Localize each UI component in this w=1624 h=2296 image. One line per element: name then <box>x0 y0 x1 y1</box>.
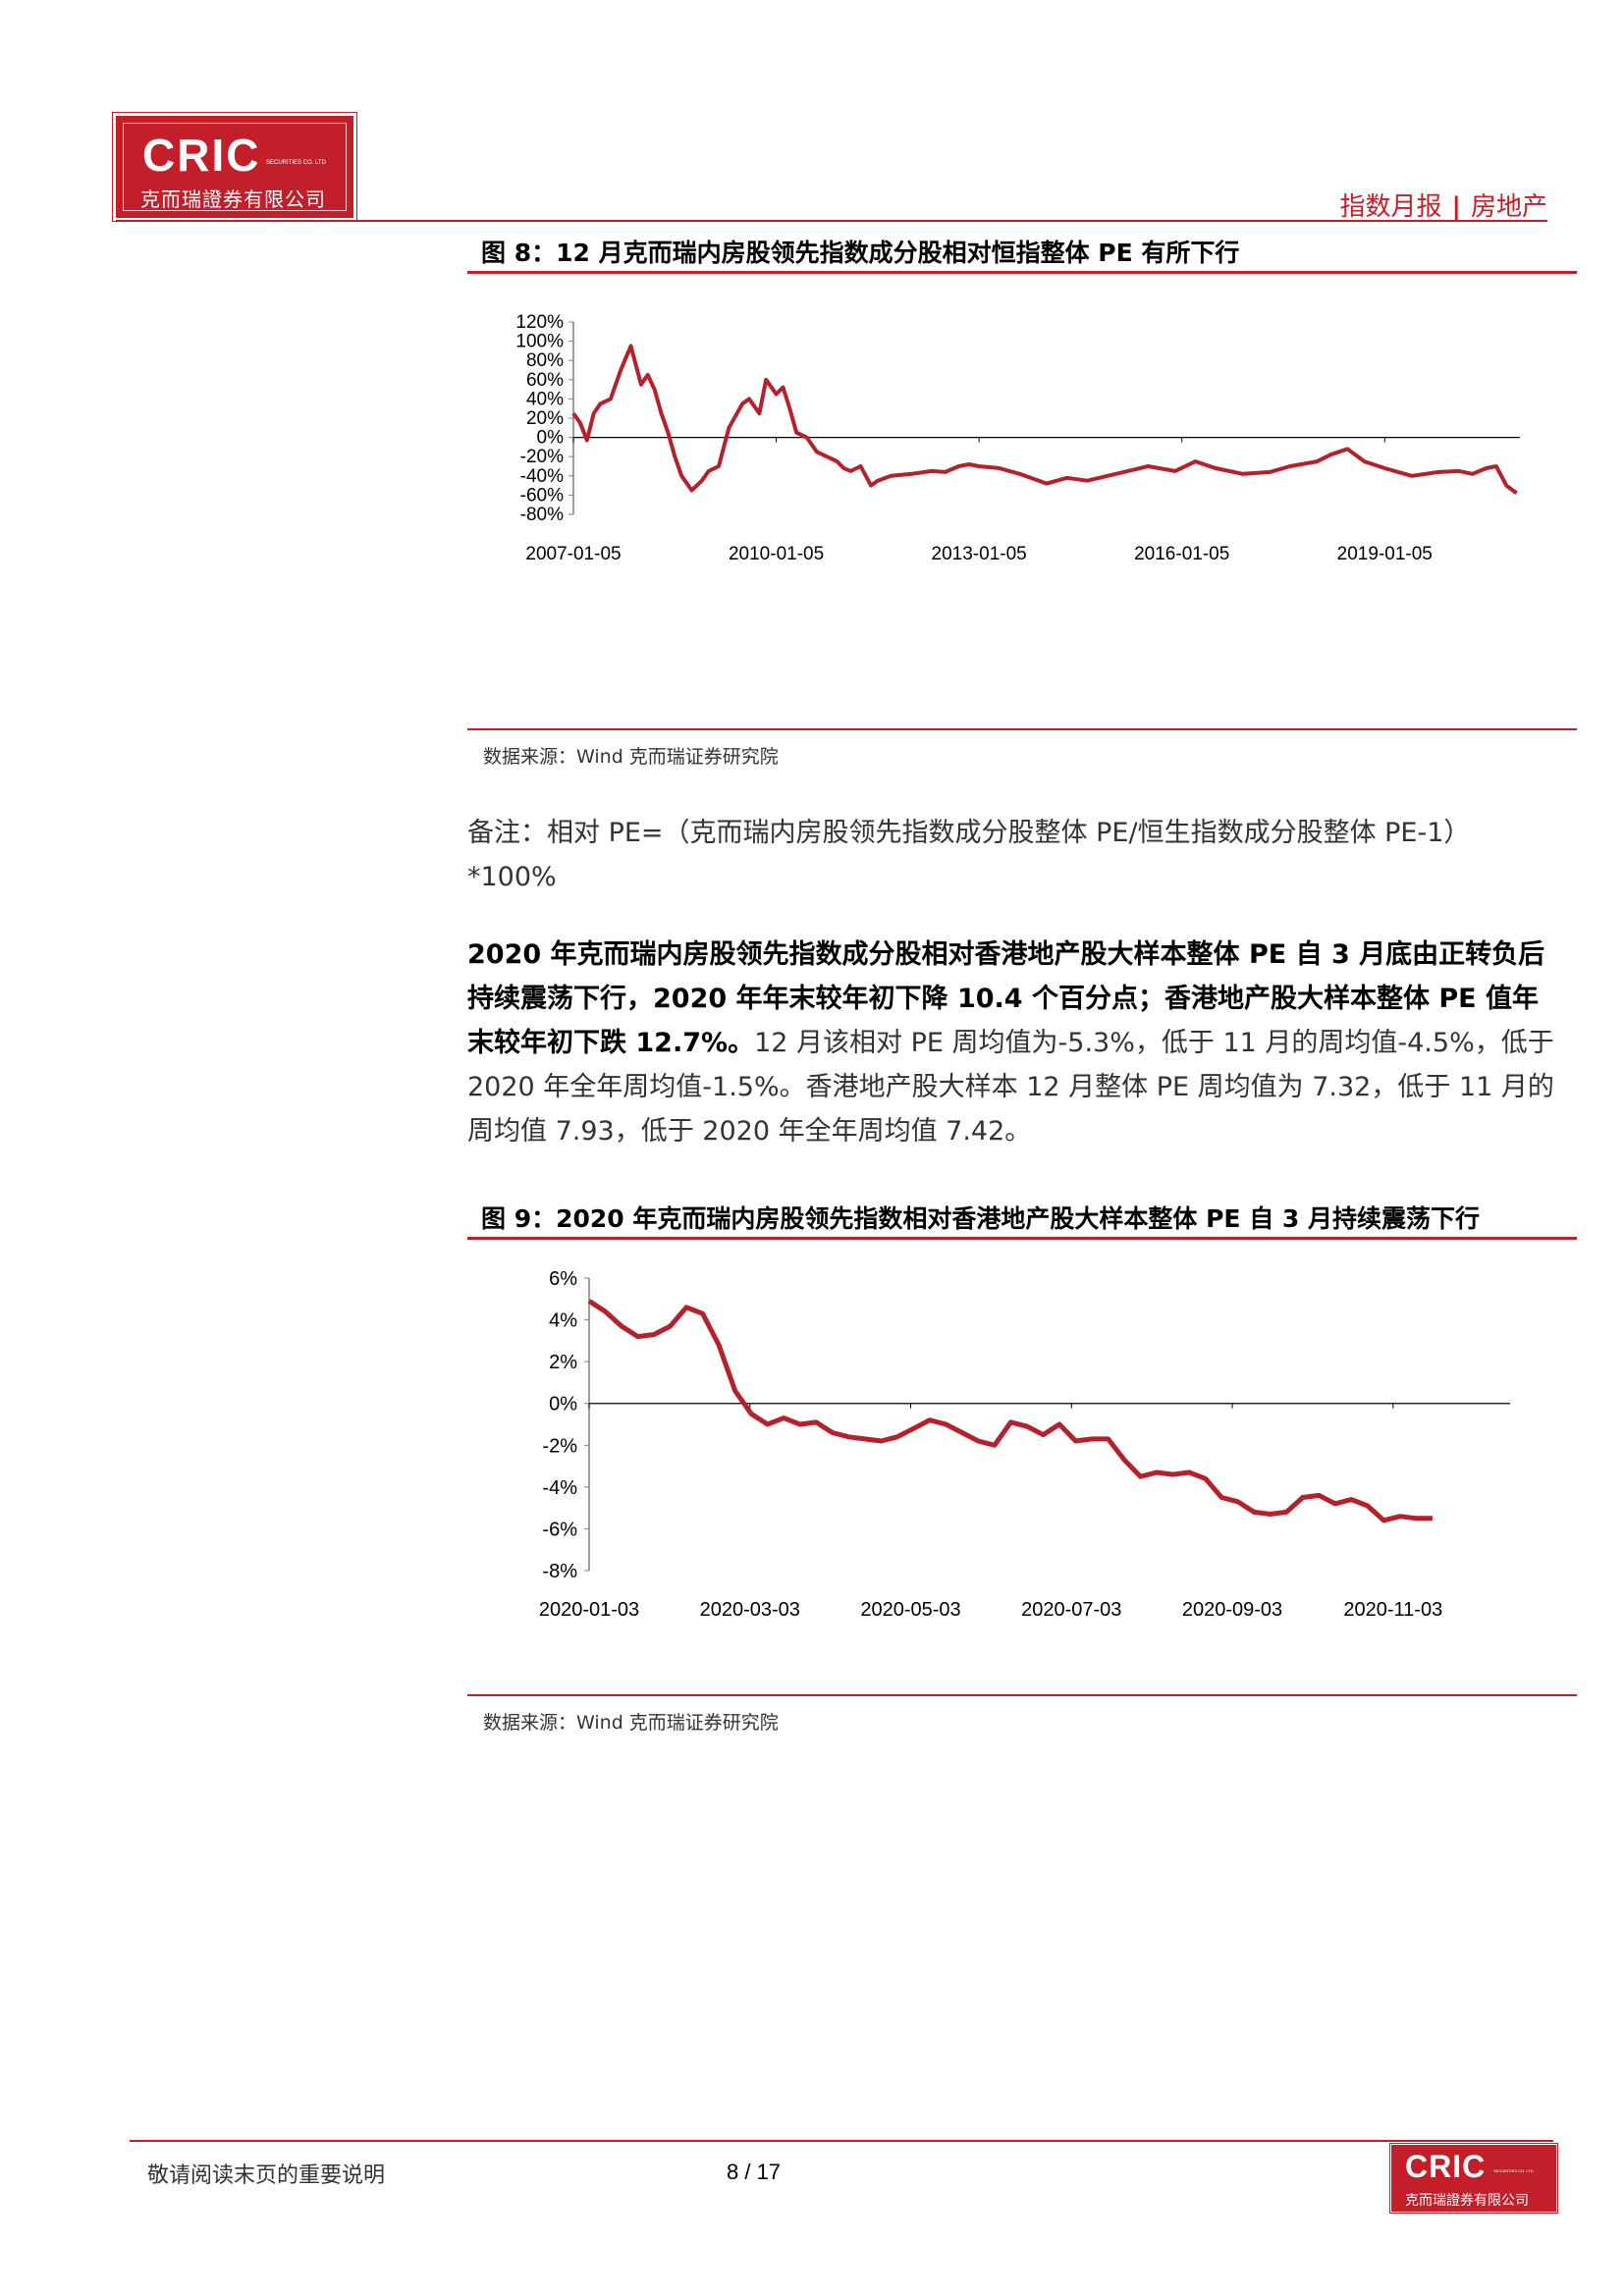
figure8-title: 图 8：12 月克而瑞内房股领先指数成分股相对恒指整体 PE 有所下行 <box>481 239 1240 267</box>
figure9-y-tick-label: 0% <box>549 1394 577 1415</box>
figure8-y-tick-label: 100% <box>515 332 564 352</box>
figure9-y-tick-label: 4% <box>549 1310 577 1332</box>
page-number: 8 / 17 <box>727 2160 782 2184</box>
figure8-y-tick-label: 40% <box>526 389 564 409</box>
figure9-x-tick-label: 2020-03-03 <box>700 1599 800 1620</box>
figure9-y-ticks: 6% 4% 2% 0% -2% -4% -6% -8% <box>542 1268 589 1582</box>
figure9-x-tick-label: 2020-07-03 <box>1021 1599 1121 1620</box>
header-rule <box>116 220 1547 222</box>
footer-logo-subtitle: SECURITIES CO. LTD <box>1493 2168 1534 2173</box>
figure9-y-tick-label: -4% <box>542 1477 577 1499</box>
figure9-series-line <box>587 1299 1433 1523</box>
figure9-x-ticks: 2020-01-03 2020-03-03 2020-05-03 2020-07-03… <box>539 1403 1442 1620</box>
header-tag: 指数月报 | 房地产 <box>1339 187 1547 223</box>
figure9-y-tick-label: -2% <box>542 1435 577 1457</box>
figure9-y-tick-label: 2% <box>549 1352 577 1373</box>
figure9-y-tick-label: -8% <box>542 1561 577 1582</box>
figure8-top-rule <box>467 271 1577 274</box>
body-paragraph-bold: 2020 年克而瑞内房股领先指数成分股相对香港地产股大样本整体 PE 自 3 月… <box>467 939 1545 1058</box>
figure9-y-tick-label: -6% <box>542 1519 577 1540</box>
footer-logo: CRIC SECURITIES CO. LTD 克而瑞證券有限公司 <box>1389 2143 1558 2214</box>
figure8-x-tick-label: 2013-01-05 <box>932 544 1027 564</box>
figure8-y-tick-label: 60% <box>526 370 564 391</box>
figure9-x-tick-label: 2020-01-03 <box>539 1599 639 1620</box>
figure8-source: 数据来源：Wind 克而瑞证券研究院 <box>483 746 779 768</box>
logo-subtitle: SECURITIES CO. LTD <box>266 160 326 166</box>
footer-rule <box>130 2140 1553 2142</box>
figure8-y-ticks: 120%100%80%60%40%20%0%-20%-40%-60%-80% <box>515 312 573 525</box>
figure8-y-tick-label: -80% <box>520 505 564 525</box>
figure8-y-tick-label: -40% <box>520 466 564 487</box>
figure9-title: 图 9：2020 年克而瑞内房股领先指数相对香港地产股大样本整体 PE 自 3 … <box>481 1204 1480 1233</box>
figure9-y-tick-label: 6% <box>549 1268 577 1290</box>
figure9-x-tick-label: 2020-11-03 <box>1343 1599 1442 1620</box>
figure8-y-tick-label: -20% <box>520 447 564 467</box>
logo-company-name: 克而瑞證券有限公司 <box>140 187 326 211</box>
figure8-series-line <box>571 344 1518 495</box>
report-type: 指数月报 <box>1339 192 1442 222</box>
figure8-x-tick-label: 2016-01-05 <box>1134 544 1229 564</box>
figure8-y-tick-label: 120% <box>515 312 564 333</box>
figure8-x-ticks: 2007-01-05 2010-01-05 2013-01-05 2016-01-05… <box>525 437 1433 564</box>
figure8-y-tick-label: 20% <box>526 408 564 429</box>
company-logo: CRIC SECURITIES CO. LTD 克而瑞證券有限公司 <box>112 112 357 222</box>
footer-logo-company-name: 克而瑞證券有限公司 <box>1405 2193 1529 2209</box>
header-separator: | <box>1451 192 1461 222</box>
body-paragraph-normal: 12 月该相对 PE 周均值为-5.3%，低于 11 月的周均值-4.5%，低于… <box>467 1028 1554 1147</box>
figure9-top-rule <box>467 1237 1577 1240</box>
footer-logo-mark: CRIC <box>1405 2149 1487 2184</box>
figure9-x-tick-label: 2020-05-03 <box>860 1599 960 1620</box>
figure9-bottom-rule <box>467 1694 1577 1696</box>
figure8-y-tick-label: -60% <box>520 485 564 506</box>
figure9-x-tick-label: 2020-09-03 <box>1182 1599 1282 1620</box>
logo-mark: CRIC <box>142 130 261 181</box>
report-sector: 房地产 <box>1470 192 1547 222</box>
body-paragraph: 2020 年克而瑞内房股领先指数成分股相对香港地产股大样本整体 PE 自 3 月… <box>467 933 1557 1153</box>
figure8-y-tick-label: 0% <box>537 428 565 449</box>
footer-disclaimer: 敬请阅读末页的重要说明 <box>147 2163 386 2188</box>
note-text: 备注：相对 PE=（克而瑞内房股领先指数成分股整体 PE/恒生指数成分股整体 P… <box>467 818 1471 892</box>
figure9-source: 数据来源：Wind 克而瑞证券研究院 <box>483 1712 779 1734</box>
figure9-axes <box>588 1278 1510 1571</box>
figure8-x-tick-label: 2007-01-05 <box>525 544 621 564</box>
figure8-x-tick-label: 2010-01-05 <box>729 544 824 564</box>
figure8-y-tick-label: 80% <box>526 350 564 371</box>
figure8-x-tick-label: 2019-01-05 <box>1337 544 1433 564</box>
figure8-bottom-rule <box>467 728 1577 730</box>
figure8-chart: 120%100%80%60%40%20%0%-20%-40%-60%-80% 2… <box>515 312 1520 564</box>
figure9-chart: 6% 4% 2% 0% -2% -4% -6% -8% 2020-01-03 2020-03-0… <box>539 1268 1510 1620</box>
